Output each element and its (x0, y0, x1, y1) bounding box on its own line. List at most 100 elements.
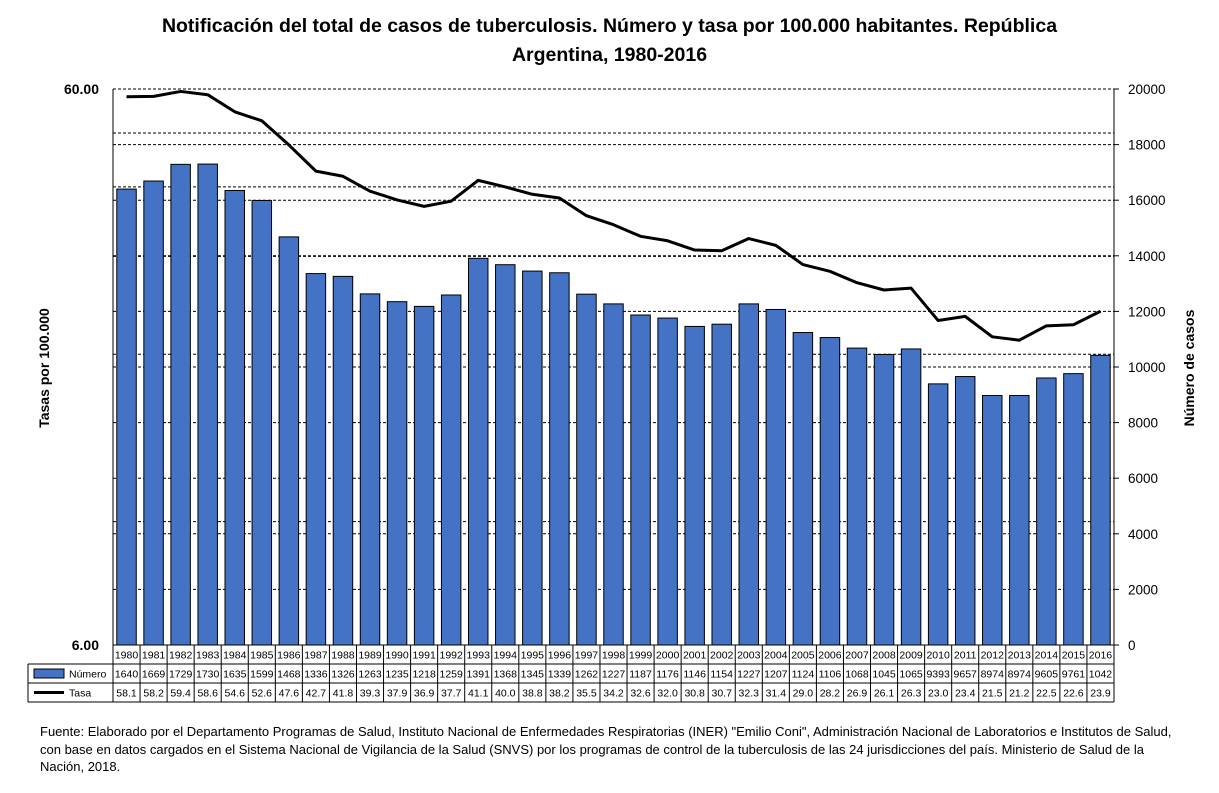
tasa-cell: 41.8 (333, 688, 354, 700)
x-tick-label: 2001 (683, 650, 707, 662)
x-tick-label: 2003 (737, 650, 761, 662)
x-tick-label: 2011 (954, 650, 977, 662)
numero-cell: 1262 (575, 669, 599, 681)
x-tick-label: 2016 (1089, 650, 1113, 662)
x-tick-label: 1992 (439, 650, 463, 662)
bar-1980 (116, 188, 137, 646)
tasa-cell: 26.3 (901, 688, 922, 700)
x-tick-label: 1996 (548, 650, 572, 662)
tasa-cell: 54.6 (225, 688, 246, 700)
x-tick-label: 1997 (575, 650, 599, 662)
tasa-cell: 31.4 (766, 688, 787, 700)
bar-2001 (684, 325, 705, 646)
bar-2015 (1063, 373, 1084, 646)
tasa-cell: 59.4 (170, 688, 191, 700)
tasa-cell: 21.2 (1009, 688, 1030, 700)
bar-2013 (1009, 395, 1030, 646)
right-tick-label: 12000 (1128, 304, 1166, 319)
right-tick-label: 8000 (1128, 416, 1158, 431)
bar-1989 (359, 293, 381, 646)
bar-2005 (792, 332, 814, 646)
x-tick-label: 2004 (764, 650, 788, 662)
tasa-cell: 28.2 (820, 688, 841, 700)
numero-cell: 9657 (954, 669, 978, 681)
numero-cell: 1227 (737, 669, 761, 681)
right-tick-label: 0 (1128, 638, 1136, 653)
numero-cell: 1640 (115, 669, 139, 681)
numero-cell: 1124 (792, 669, 815, 681)
left-tick-label: 6.00 (72, 637, 99, 653)
x-tick-label: 1995 (521, 650, 545, 662)
x-tick-label: 2010 (926, 650, 950, 662)
x-tick-label: 1987 (304, 650, 328, 662)
chart-title: Notificación del total de casos de tuber… (0, 12, 1219, 70)
bar-1997 (576, 293, 597, 646)
numero-cell: 1326 (331, 669, 355, 681)
numero-cell: 8974 (1008, 669, 1032, 681)
tasa-cell: 37.7 (441, 688, 462, 700)
x-tick-label: 1989 (358, 650, 382, 662)
x-tick-label: 2007 (845, 650, 869, 662)
x-tick-label: 2005 (791, 650, 815, 662)
bar-2006 (819, 337, 841, 646)
numero-cell: 9761 (1062, 669, 1086, 681)
numero-cell: 1391 (467, 669, 491, 681)
data-table: 1980 1640 58.1 1981 1669 58.2 1982 1729 59.4 1983… (27, 645, 1115, 703)
bar-1991 (413, 305, 435, 646)
x-tick-label: 2015 (1062, 650, 1086, 662)
numero-cell: 1154 (710, 669, 733, 681)
tasa-cell: 35.5 (576, 688, 597, 700)
bar-1998 (603, 303, 624, 646)
bar-2008 (873, 353, 895, 646)
source-note: Fuente: Elaborado por el Departamento Pr… (40, 724, 1172, 774)
right-tick-label: 14000 (1128, 249, 1166, 264)
tasa-cell: 39.3 (360, 688, 381, 700)
chart-title-line1: Notificación del total de casos de tuber… (161, 15, 1058, 37)
bar-2002 (711, 323, 732, 646)
numero-cell: 1259 (439, 669, 463, 681)
x-tick-label: 1985 (250, 650, 274, 662)
bar-1993 (467, 257, 489, 646)
x-tick-label: 2014 (1035, 650, 1059, 662)
x-tick-label: 1990 (385, 650, 409, 662)
tasa-cell: 32.6 (630, 688, 651, 700)
bar-1986 (278, 236, 300, 646)
bar-1992 (440, 294, 462, 646)
numero-cell: 1045 (872, 669, 896, 681)
bar-1994 (495, 264, 516, 646)
numero-cell: 1345 (521, 669, 545, 681)
bar-2012 (982, 395, 1003, 646)
x-tick-label: 1988 (331, 650, 355, 662)
x-tick-label: 1998 (602, 650, 626, 662)
tasa-cell: 29.0 (793, 688, 814, 700)
tasa-line (126, 89, 1102, 342)
tasa-cell: 42.7 (306, 688, 327, 700)
right-tick-label: 6000 (1128, 471, 1158, 486)
numero-cell: 1336 (304, 669, 328, 681)
right-tick-label: 18000 (1128, 138, 1166, 153)
left-tick-label: 60.00 (64, 81, 99, 97)
bar-2009 (900, 348, 922, 646)
numero-cell: 1065 (899, 669, 923, 681)
tasa-cell: 23.0 (928, 688, 949, 700)
tasa-cell: 32.3 (739, 688, 760, 700)
bar-2011 (954, 376, 976, 646)
tasa-cell: 58.6 (197, 688, 218, 700)
bar-series (116, 163, 1111, 646)
numero-cell: 1468 (277, 669, 301, 681)
tasa-cell: 40.0 (495, 688, 516, 700)
bar-1983 (197, 163, 218, 646)
numero-cell: 1368 (494, 669, 518, 681)
x-tick-label: 1986 (277, 650, 301, 662)
tasa-cell: 38.2 (549, 688, 570, 700)
bar-2010 (927, 383, 949, 646)
legend-label-tasa: Tasa (69, 688, 91, 700)
numero-cell: 1106 (819, 669, 842, 681)
numero-cell: 1235 (385, 669, 409, 681)
tasa-cell: 34.2 (603, 688, 624, 700)
numero-cell: 1042 (1089, 669, 1113, 681)
bar-1990 (386, 301, 408, 646)
x-tick-label: 2008 (872, 650, 896, 662)
tasa-cell: 38.8 (522, 688, 543, 700)
x-tick-label: 1993 (467, 650, 491, 662)
